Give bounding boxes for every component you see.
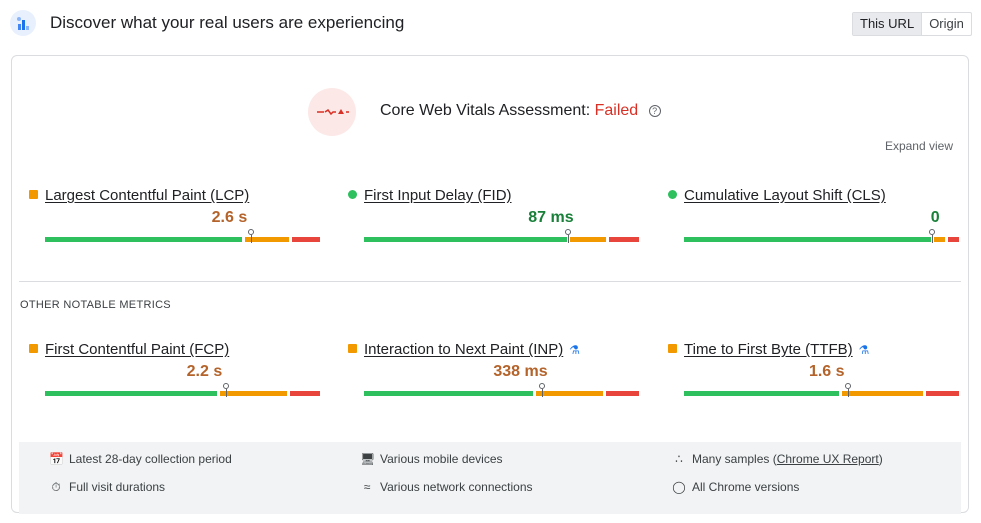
failed-assessment-icon: [308, 88, 356, 136]
good-segment: [364, 391, 534, 396]
metric-header: Largest Contentful Paint (LCP): [29, 187, 249, 204]
p75-marker: [929, 229, 936, 235]
metric-core_metrics-2: Cumulative Layout Shift (CLS) 0: [668, 187, 959, 257]
poor-segment: [925, 391, 959, 396]
distribution-bar: [45, 383, 323, 397]
p75-marker: [223, 383, 230, 389]
distribution-bar: [684, 383, 962, 397]
good-segment: [684, 391, 840, 396]
distribution-bar: [364, 383, 642, 397]
needs-improvement-segment: [842, 391, 923, 396]
poor-segment: [289, 391, 320, 396]
info-durations: ⏱ Full visit durations: [49, 480, 165, 495]
p75-marker-line: [542, 389, 544, 397]
needs-improvement-status-icon: [29, 344, 38, 353]
metric-value: 0: [930, 209, 940, 226]
header: Discover what your real users are experi…: [0, 0, 981, 48]
info-samples: ∴ Many samples (Chrome UX Report): [672, 452, 883, 466]
devices-icon: 🖥: [360, 452, 376, 466]
p75-marker-line: [567, 235, 569, 243]
metric-header: Cumulative Layout Shift (CLS): [668, 187, 886, 204]
assessment-label: Core Web Vitals Assessment:: [380, 102, 591, 119]
section-title: Discover what your real users are experi…: [50, 13, 405, 32]
distribution-bar: [684, 229, 962, 243]
calendar-icon: 📅: [49, 452, 64, 466]
poor-segment: [605, 391, 639, 396]
metric-name-link[interactable]: Cumulative Layout Shift (CLS): [684, 187, 886, 204]
poor-segment: [948, 237, 959, 242]
origin-button[interactable]: Origin: [929, 16, 964, 31]
metric-header: First Contentful Paint (FCP): [29, 341, 229, 358]
metric-value: 87 ms: [528, 209, 574, 226]
info-network: ≈ Various network connections: [360, 480, 533, 494]
needs-improvement-segment: [536, 391, 603, 396]
experimental-flask-icon: ⚗: [858, 343, 870, 357]
this-url-button[interactable]: This URL: [853, 13, 923, 35]
metric-name-link[interactable]: Time to First Byte (TTFB): [684, 341, 853, 358]
needs-improvement-status-icon: [668, 344, 677, 353]
metric-other_metrics-2: Time to First Byte (TTFB) ⚗ 1.6 s: [668, 341, 959, 411]
distribution-bar: [45, 229, 323, 243]
p75-marker: [248, 229, 255, 235]
people-icon: ∴: [675, 452, 683, 466]
crux-logo-icon: [10, 10, 36, 36]
needs-improvement-segment: [934, 237, 946, 242]
chrome-icon: ◯: [672, 480, 686, 494]
metric-header: First Input Delay (FID): [348, 187, 512, 204]
good-segment: [684, 237, 932, 242]
metric-name-link[interactable]: Interaction to Next Paint (INP): [364, 341, 564, 358]
metric-value: 1.6 s: [808, 363, 845, 380]
distribution-bar: [364, 229, 642, 243]
expand-view-button[interactable]: Expand view: [884, 139, 953, 153]
metric-header: Interaction to Next Paint (INP) ⚗: [348, 341, 580, 358]
needs-improvement-status-icon: [29, 190, 38, 199]
good-segment: [364, 237, 567, 242]
metric-core_metrics-1: First Input Delay (FID) 87 ms: [348, 187, 639, 257]
needs-improvement-status-icon: [348, 344, 357, 353]
divider: [19, 281, 961, 282]
metric-other_metrics-0: First Contentful Paint (FCP) 2.2 s: [29, 341, 320, 411]
good-segment: [45, 237, 243, 242]
good-status-icon: [668, 190, 677, 199]
assessment-heading: Core Web Vitals Assessment: Failed ?: [380, 102, 661, 120]
help-icon[interactable]: ?: [648, 105, 661, 117]
p75-marker: [539, 383, 546, 389]
metric-other_metrics-1: Interaction to Next Paint (INP) ⚗ 338 ms: [348, 341, 639, 411]
p75-marker-line: [848, 389, 850, 397]
p75-marker: [564, 229, 571, 235]
metric-name-link[interactable]: First Contentful Paint (FCP): [45, 341, 230, 358]
metric-name-link[interactable]: First Input Delay (FID): [364, 187, 512, 204]
good-segment: [45, 391, 218, 396]
needs-improvement-segment: [569, 237, 606, 242]
timer-icon: ⏱: [51, 480, 61, 494]
info-panel: 📅 Latest 28-day collection period ⏱ Full v…: [19, 442, 961, 514]
chrome-ux-report-link[interactable]: Chrome UX Report: [776, 452, 879, 466]
info-devices: 🖥 Various mobile devices: [360, 452, 503, 466]
info-versions: ◯ All Chrome versions: [672, 480, 800, 494]
poor-segment: [292, 237, 320, 242]
metric-value: 338 ms: [493, 363, 548, 380]
url-origin-toggle[interactable]: This URL Origin: [852, 12, 972, 36]
p75-marker-line: [932, 235, 934, 243]
poor-segment: [608, 237, 639, 242]
assessment-status: Failed: [594, 102, 639, 119]
p75-marker-line: [226, 389, 228, 397]
metric-header: Time to First Byte (TTFB) ⚗: [668, 341, 869, 358]
p75-marker: [845, 383, 852, 389]
metric-value: 2.6 s: [211, 209, 248, 226]
metric-name-link[interactable]: Largest Contentful Paint (LCP): [45, 187, 250, 204]
p75-marker-line: [251, 235, 253, 243]
needs-improvement-segment: [245, 237, 290, 242]
metric-value: 2.2 s: [186, 363, 223, 380]
field-data-card: Core Web Vitals Assessment: Failed ? Exp…: [11, 55, 969, 514]
other-metrics-heading: OTHER NOTABLE METRICS: [20, 299, 171, 311]
metric-core_metrics-0: Largest Contentful Paint (LCP) 2.6 s: [29, 187, 320, 257]
good-status-icon: [348, 190, 357, 199]
info-collection-period: 📅 Latest 28-day collection period: [49, 452, 232, 466]
experimental-flask-icon: ⚗: [569, 343, 581, 357]
wifi-icon: ≈: [363, 480, 371, 494]
needs-improvement-segment: [220, 391, 287, 396]
